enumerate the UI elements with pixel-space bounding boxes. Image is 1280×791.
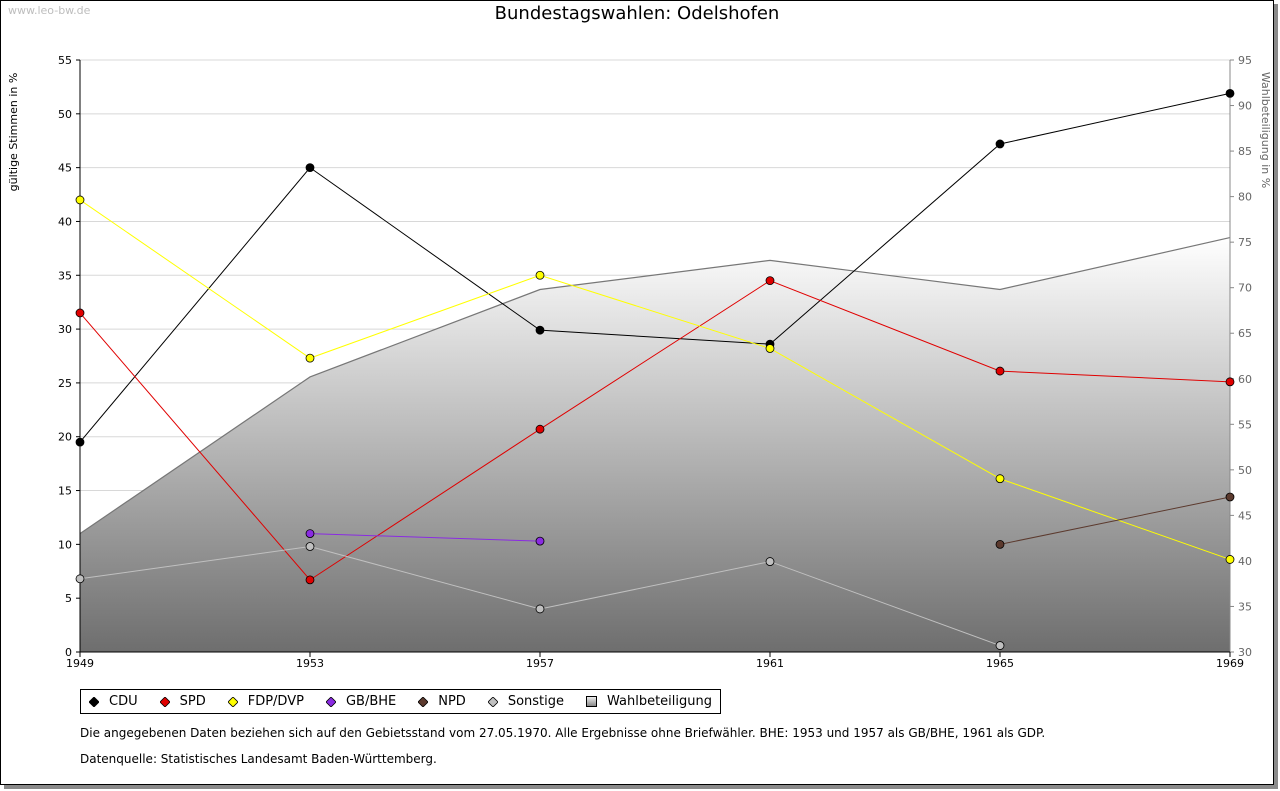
y-right-tick-label: 50 — [1238, 464, 1252, 477]
y-tick-label: 10 — [58, 538, 72, 551]
y-axis-label: gültige Stimmen in % — [7, 73, 20, 192]
y-right-tick-label: 55 — [1238, 418, 1252, 431]
point-fdp-dvp[interactable] — [535, 270, 545, 280]
line-chart: 0 5 10 15 20 25 30 35 40 45 50 55 30 35 40 45 50 55 60 65 70… — [7, 54, 1272, 670]
y-axis-right-label: Wahlbeteiligung in % — [1259, 72, 1272, 188]
x-tick-label: 1961 — [756, 657, 784, 670]
series-line-spd — [79, 280, 1231, 581]
y-tick-label: 20 — [58, 431, 72, 444]
point-cdu[interactable] — [305, 163, 315, 173]
y-tick-label: 35 — [58, 269, 72, 282]
legend-label: Wahlbeteiligung — [607, 694, 713, 709]
legend-item-spd: SPD — [159, 694, 206, 709]
series-line-fdp-dvp — [79, 199, 1231, 560]
y-right-tick-label: 75 — [1238, 236, 1252, 249]
point-fdp-dvp[interactable] — [75, 195, 85, 205]
point-fdp-dvp[interactable] — [765, 344, 775, 353]
footnote: Die angegebenen Daten beziehen sich auf … — [80, 726, 1046, 740]
legend-label: SPD — [179, 694, 206, 709]
y-tick-label: 30 — [58, 323, 72, 336]
point-gb-bhe[interactable] — [305, 529, 315, 538]
legend-item-sonstige: Sonstige — [487, 694, 564, 709]
point-gb-bhe[interactable] — [535, 536, 545, 546]
legend-item-npd: NPD — [418, 694, 466, 709]
x-tick-label: 1965 — [986, 657, 1014, 670]
point-cdu[interactable] — [1225, 88, 1235, 98]
point-fdp-dvp[interactable] — [1225, 555, 1235, 564]
y-tick-label: 45 — [58, 162, 72, 175]
series-line-cdu — [79, 92, 1231, 443]
point-spd[interactable] — [765, 276, 775, 286]
y-tick-label: 0 — [65, 646, 72, 659]
series-line-npd — [999, 496, 1231, 545]
point-cdu[interactable] — [995, 139, 1005, 149]
y-right-tick-label: 60 — [1238, 373, 1252, 386]
diamond-icon — [89, 696, 99, 707]
legend-item-cdu: CDU — [89, 694, 138, 709]
x-tick-label: 1949 — [66, 657, 94, 670]
diamond-icon — [325, 696, 336, 707]
series-points — [75, 88, 1235, 650]
y-right-tick-label: 95 — [1238, 54, 1252, 67]
axes: 0 5 10 15 20 25 30 35 40 45 50 55 30 35 40 45 50 55 60 65 70… — [58, 54, 1252, 670]
y-tick-label: 50 — [58, 108, 72, 121]
y-right-tick-label: 80 — [1238, 191, 1252, 204]
y-tick-label: 15 — [58, 485, 72, 498]
y-right-tick-label: 70 — [1238, 282, 1252, 295]
point-sonstige[interactable] — [765, 557, 775, 566]
y-right-tick-label: 90 — [1238, 100, 1252, 113]
diamond-icon — [159, 696, 170, 707]
x-tick-label: 1953 — [296, 657, 324, 670]
legend: CDU SPD FDP/DVP GB/BHE NPD Sonstige Wahlbeteil… — [80, 689, 722, 714]
y-tick-label: 55 — [58, 54, 72, 67]
point-npd[interactable] — [995, 539, 1005, 549]
y-right-tick-label: 30 — [1238, 646, 1252, 659]
turnout-area-line — [79, 237, 1231, 535]
series-line-gb-bhe — [309, 533, 541, 542]
point-spd[interactable] — [535, 424, 545, 434]
point-sonstige[interactable] — [305, 542, 315, 551]
point-npd[interactable] — [1225, 492, 1235, 502]
point-spd[interactable] — [995, 366, 1005, 376]
point-cdu[interactable] — [75, 437, 85, 447]
y-right-tick-label: 85 — [1238, 145, 1252, 158]
y-tick-label: 5 — [65, 592, 72, 605]
legend-label: Sonstige — [507, 694, 564, 709]
y-right-tick-label: 35 — [1238, 600, 1252, 613]
point-spd[interactable] — [75, 308, 85, 318]
legend-item-wahlbeteiligung: Wahlbeteiligung — [586, 694, 712, 709]
y-right-tick-label: 40 — [1238, 555, 1252, 568]
point-sonstige[interactable] — [535, 604, 545, 614]
x-tick-label: 1969 — [1216, 657, 1244, 670]
point-fdp-dvp[interactable] — [305, 353, 315, 363]
point-spd[interactable] — [1225, 377, 1235, 387]
y-tick-label: 40 — [58, 215, 72, 228]
square-icon — [586, 696, 597, 707]
diamond-icon — [418, 696, 429, 707]
x-tick-label: 1957 — [526, 657, 554, 670]
legend-label: GB/BHE — [345, 694, 397, 709]
watermark: www.leo-bw.de — [8, 4, 91, 17]
y-tick-label: 25 — [58, 377, 72, 390]
y-right-tick-label: 45 — [1238, 509, 1252, 522]
legend-item-fdp-dvp: FDP/DVP — [227, 694, 304, 709]
data-source: Datenquelle: Statistisches Landesamt Bad… — [80, 752, 437, 766]
legend-label: CDU — [109, 694, 138, 709]
turnout-area — [79, 237, 1231, 652]
legend-label: FDP/DVP — [247, 694, 304, 709]
chart-title: Bundestagswahlen: Odelshofen — [494, 3, 780, 24]
point-sonstige[interactable] — [75, 574, 85, 584]
point-spd[interactable] — [305, 575, 315, 585]
point-fdp-dvp[interactable] — [995, 474, 1005, 484]
turnout-area-fill — [80, 237, 1230, 652]
legend-label: NPD — [438, 694, 466, 709]
legend-item-gb-bhe: GB/BHE — [325, 694, 397, 709]
point-cdu[interactable] — [535, 325, 545, 335]
y-right-tick-label: 65 — [1238, 327, 1252, 340]
point-sonstige[interactable] — [995, 641, 1005, 650]
diamond-icon — [487, 696, 498, 707]
diamond-icon — [227, 696, 238, 707]
